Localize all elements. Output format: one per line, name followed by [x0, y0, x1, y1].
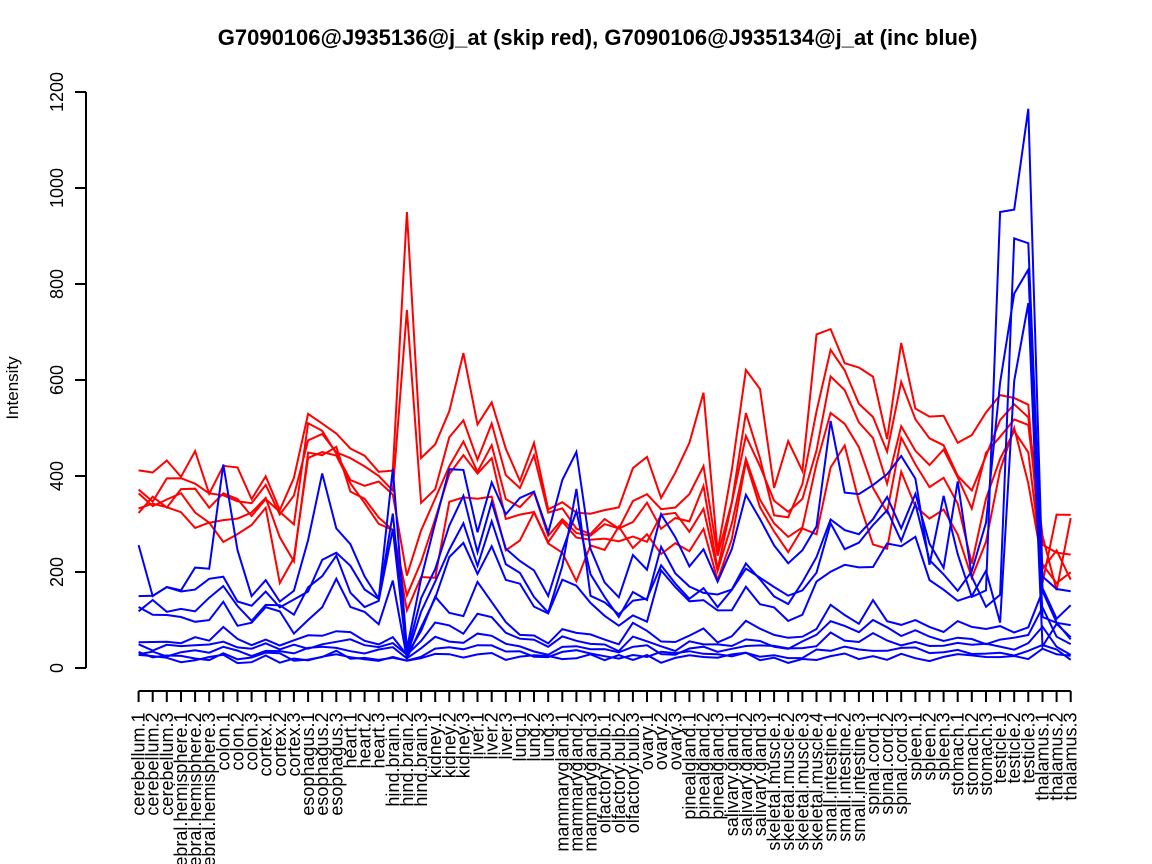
svg-text:Intensity: Intensity — [3, 356, 22, 420]
svg-text:skeletal.muscle.1: skeletal.muscle.1 — [764, 713, 784, 851]
svg-text:heart.2: heart.2 — [355, 713, 375, 769]
svg-text:hind.brain.2: hind.brain.2 — [397, 713, 417, 807]
svg-text:salivary.gland.3: salivary.gland.3 — [750, 713, 770, 837]
svg-text:salivary.gland.2: salivary.gland.2 — [736, 713, 756, 837]
svg-text:stomach.3: stomach.3 — [976, 713, 996, 796]
svg-text:salivary.gland.1: salivary.gland.1 — [722, 713, 742, 837]
svg-text:colon.1: colon.1 — [213, 713, 233, 771]
svg-text:esophagus.3: esophagus.3 — [326, 713, 346, 816]
svg-text:0: 0 — [47, 663, 67, 673]
svg-text:pinealgland.1: pinealgland.1 — [679, 713, 699, 820]
svg-text:heart.1: heart.1 — [340, 713, 360, 769]
svg-text:cerebellum.2: cerebellum.2 — [143, 713, 163, 816]
svg-text:1000: 1000 — [47, 168, 67, 208]
svg-text:stomach.2: stomach.2 — [962, 713, 982, 796]
svg-text:200: 200 — [47, 557, 67, 587]
svg-text:kidney.1: kidney.1 — [425, 713, 445, 779]
svg-text:olfactory.bulb.1: olfactory.bulb.1 — [595, 713, 615, 834]
svg-text:olfactory.bulb.2: olfactory.bulb.2 — [609, 713, 629, 834]
svg-text:pinealgland.3: pinealgland.3 — [708, 713, 728, 820]
svg-text:cortex.3: cortex.3 — [284, 713, 304, 777]
svg-text:400: 400 — [47, 461, 67, 491]
svg-text:kidney.2: kidney.2 — [439, 713, 459, 779]
svg-text:cerebral.hemisphere.1: cerebral.hemisphere.1 — [171, 713, 191, 864]
svg-text:600: 600 — [47, 365, 67, 395]
svg-text:cerebellum.1: cerebellum.1 — [129, 713, 149, 816]
svg-text:kidney.3: kidney.3 — [453, 713, 473, 779]
svg-text:colon.2: colon.2 — [228, 713, 248, 771]
svg-text:lung.1: lung.1 — [510, 713, 530, 762]
svg-text:esophagus.2: esophagus.2 — [312, 713, 332, 816]
svg-text:800: 800 — [47, 269, 67, 299]
svg-text:esophagus.1: esophagus.1 — [298, 713, 318, 816]
svg-text:mammarygland.3: mammarygland.3 — [581, 713, 601, 852]
svg-text:small.intestine.3: small.intestine.3 — [849, 713, 869, 842]
svg-text:spleen.2: spleen.2 — [920, 713, 940, 781]
svg-text:skeletal.muscle.2: skeletal.muscle.2 — [778, 713, 798, 851]
svg-text:skeletal.muscle.3: skeletal.muscle.3 — [792, 713, 812, 851]
svg-text:thalamus.2: thalamus.2 — [1047, 713, 1067, 801]
svg-text:spinal.cord.1: spinal.cord.1 — [863, 713, 883, 815]
svg-text:lung.3: lung.3 — [538, 713, 558, 762]
svg-text:testicle.3: testicle.3 — [1018, 713, 1038, 784]
svg-text:mammarygland.1: mammarygland.1 — [552, 713, 572, 852]
svg-text:testicle.1: testicle.1 — [990, 713, 1010, 784]
svg-text:spleen.1: spleen.1 — [905, 713, 925, 781]
svg-text:heart.3: heart.3 — [369, 713, 389, 769]
svg-text:cerebral.hemisphere.2: cerebral.hemisphere.2 — [185, 713, 205, 864]
svg-text:skeletal.muscle.4: skeletal.muscle.4 — [807, 713, 827, 851]
svg-text:cerebellum.3: cerebellum.3 — [157, 713, 177, 816]
svg-text:thalamus.1: thalamus.1 — [1033, 713, 1053, 801]
svg-text:ovary.1: ovary.1 — [637, 713, 657, 771]
svg-text:spinal.cord.3: spinal.cord.3 — [891, 713, 911, 815]
svg-text:liver.1: liver.1 — [468, 713, 488, 760]
svg-text:olfactory.bulb.3: olfactory.bulb.3 — [623, 713, 643, 834]
svg-text:mammarygland.2: mammarygland.2 — [566, 713, 586, 852]
svg-text:ovary.2: ovary.2 — [651, 713, 671, 771]
svg-text:liver.2: liver.2 — [482, 713, 502, 760]
svg-text:spinal.cord.2: spinal.cord.2 — [877, 713, 897, 815]
svg-text:liver.3: liver.3 — [496, 713, 516, 760]
svg-text:colon.3: colon.3 — [242, 713, 262, 771]
svg-text:G7090106@J935136@j_at (skip re: G7090106@J935136@j_at (skip red), G70901… — [218, 25, 978, 50]
svg-text:cortex.2: cortex.2 — [270, 713, 290, 777]
svg-text:stomach.1: stomach.1 — [948, 713, 968, 796]
svg-text:hind.brain.1: hind.brain.1 — [383, 713, 403, 807]
svg-text:small.intestine.1: small.intestine.1 — [821, 713, 841, 842]
svg-text:spleen.3: spleen.3 — [934, 713, 954, 781]
svg-text:cerebral.hemisphere.3: cerebral.hemisphere.3 — [199, 713, 219, 864]
svg-text:hind.brain.3: hind.brain.3 — [411, 713, 431, 807]
svg-text:small.intestine.2: small.intestine.2 — [835, 713, 855, 842]
svg-text:lung.2: lung.2 — [524, 713, 544, 762]
svg-text:thalamus.3: thalamus.3 — [1061, 713, 1081, 801]
svg-text:pinealgland.2: pinealgland.2 — [694, 713, 714, 820]
svg-text:ovary.3: ovary.3 — [665, 713, 685, 771]
svg-text:cortex.1: cortex.1 — [256, 713, 276, 777]
svg-text:testicle.2: testicle.2 — [1004, 713, 1024, 784]
svg-text:1200: 1200 — [47, 72, 67, 112]
